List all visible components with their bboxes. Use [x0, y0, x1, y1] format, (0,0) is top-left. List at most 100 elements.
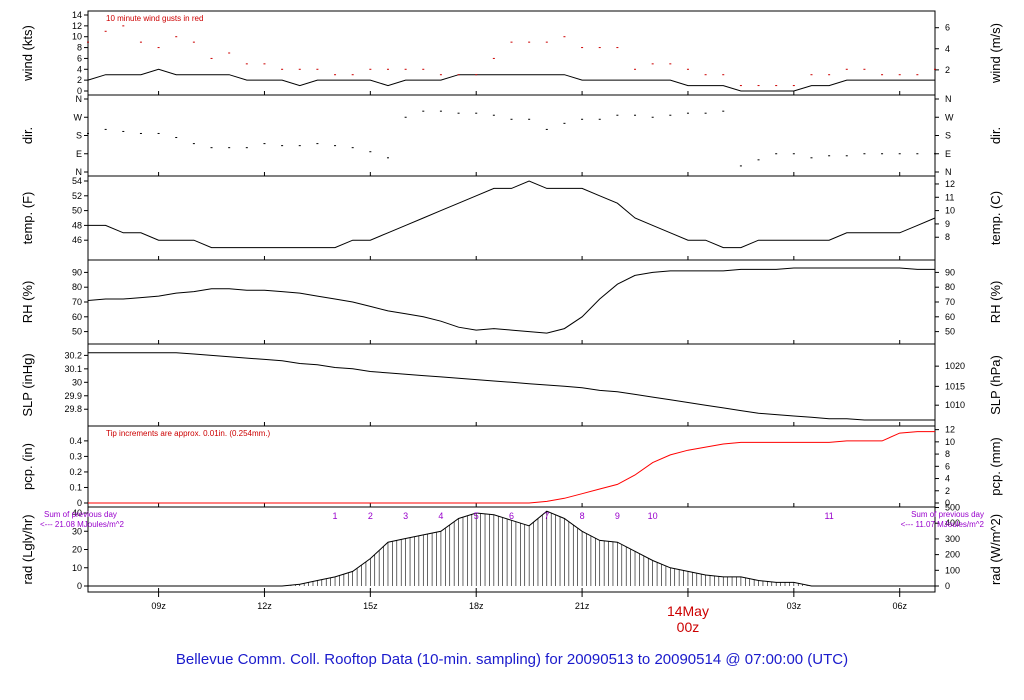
wind-gust-point	[563, 36, 566, 38]
wind-ylabel-right: wind (m/s)	[988, 23, 1003, 84]
dir-point	[281, 145, 284, 147]
dir-point	[757, 159, 760, 161]
slp-line	[88, 352, 935, 421]
wind-left-tick-label: 8	[77, 43, 82, 53]
rad-ylabel: rad (Lgly/hr)	[20, 514, 35, 584]
pcp-annotation: Tip increments are approx. 0.01in. (0.25…	[106, 429, 271, 438]
rh-frame	[87, 259, 936, 345]
wind-gust-point	[492, 57, 495, 59]
dir-point	[175, 137, 178, 139]
wind-ylabel: wind (kts)	[20, 25, 35, 82]
wind-left-tick-label: 10	[72, 32, 82, 42]
rad-ylabel-right: rad (W/m^2)	[988, 514, 1003, 585]
wind-gust-point	[245, 63, 248, 65]
rad-left-tick-label: 30	[72, 526, 82, 536]
dir-point	[810, 157, 813, 159]
rad-hour-label: 2	[368, 511, 373, 521]
dir-point	[87, 132, 89, 134]
rh-left-tick-label: 90	[72, 267, 82, 277]
dir-point	[916, 153, 919, 155]
rad-right-tick-label: 100	[945, 565, 960, 575]
wind-gust-point	[404, 68, 407, 70]
dir-point	[545, 128, 548, 130]
wind-left-tick-label: 12	[72, 21, 82, 31]
pcp-left-tick-label: 0	[77, 498, 82, 508]
dir-point	[581, 118, 584, 120]
rad-hour-label: 9	[615, 511, 620, 521]
dir-point	[139, 132, 142, 134]
dir-point	[492, 114, 495, 116]
dir-frame	[87, 94, 936, 177]
wind-gust-point	[510, 41, 513, 43]
time-tick-label: 21z	[575, 601, 590, 611]
wind-gust-point	[87, 41, 89, 43]
wind-gust-point	[863, 68, 866, 70]
pcp-right-tick-label: 4	[945, 474, 950, 484]
rad-left-tick-label: 0	[77, 581, 82, 591]
temp-ylabel-right: temp. (C)	[988, 191, 1003, 245]
wind-left-tick-label: 0	[77, 86, 82, 96]
dir-point	[104, 128, 107, 130]
rh-right-tick-label: 50	[945, 327, 955, 337]
wind-gust-point	[898, 74, 901, 76]
pcp-right-tick-label: 6	[945, 461, 950, 471]
rad-hour-label: 5	[474, 511, 479, 521]
slp-left-tick-label: 29.9	[64, 391, 82, 401]
pcp-right-tick-label: 8	[945, 449, 950, 459]
dir-point	[351, 147, 354, 149]
wind-gust-point	[386, 68, 389, 70]
dir-left-tick-label: N	[76, 167, 83, 177]
dir-point	[475, 112, 478, 114]
rad-sum-left-note: <--- 21.08 MJoules/m^2	[40, 520, 125, 529]
temp-right-tick-label: 12	[945, 179, 955, 189]
temp-line	[88, 180, 936, 249]
wind-gust-point	[616, 47, 619, 49]
dir-point	[298, 145, 301, 147]
dir-right-tick-label: N	[945, 94, 952, 104]
wind-gust-point	[545, 41, 548, 43]
rh-panel: 50 60 70 80 90 50 60 70 80 90 RH (%) RH (%)	[20, 259, 1003, 345]
footer-title: Bellevue Comm. Coll. Rooftop Data (10-mi…	[175, 651, 849, 668]
pcp-ylabel-right: pcp. (mm)	[988, 437, 1003, 496]
time-tick-label: 12z	[257, 601, 272, 611]
temp-left-tick-label: 46	[72, 235, 82, 245]
wind-right-tick-label: 2	[945, 65, 950, 75]
dir-point	[439, 110, 442, 112]
rad-right-tick-label: 500	[945, 503, 960, 513]
wind-gust-point	[422, 68, 425, 70]
slp-left-tick-label: 29.8	[64, 404, 82, 414]
wind-right-tick-label: 6	[945, 23, 950, 33]
wind-gust-point	[351, 74, 354, 76]
rad-right-tick-label: 200	[945, 550, 960, 560]
rh-left-tick-label: 60	[72, 312, 82, 322]
dir-point	[634, 114, 637, 116]
dir-point	[651, 116, 654, 118]
dir-point	[404, 116, 407, 118]
wind-gust-point	[775, 85, 778, 87]
pcp-ylabel: pcp. (in)	[20, 443, 35, 490]
rad-hour-label: 4	[438, 511, 443, 521]
dir-point	[457, 112, 460, 114]
slp-left-tick-label: 30.1	[64, 364, 82, 374]
pcp-panel: 0 0.1 0.2 0.3 0.4 0 2 4 6 8 10 12 pcp. (in) pcp. (mm)…	[20, 425, 1003, 508]
wind-gust-point	[739, 85, 742, 87]
wind-gust-point	[581, 47, 584, 49]
rad-sum-right-note: Sum of previous day	[911, 510, 984, 519]
wind-gust-point	[810, 74, 813, 76]
rad-hour-label: 11	[824, 511, 833, 521]
rad-right-tick-label: 0	[945, 581, 950, 591]
precip-line	[88, 431, 935, 504]
wind-gust-point	[122, 25, 125, 27]
temp-left-tick-label: 52	[72, 191, 82, 201]
pcp-right-tick-label: 12	[945, 425, 955, 435]
wind-gust-point	[845, 68, 848, 70]
dir-point	[528, 118, 531, 120]
slp-right-tick-label: 1010	[945, 400, 965, 410]
dir-point	[245, 147, 248, 149]
wind-gust-point	[651, 63, 654, 65]
rad-left-tick-label: 20	[72, 545, 82, 555]
wind-speed-line	[87, 68, 935, 92]
wind-gust-point	[175, 36, 178, 38]
dir-point	[863, 153, 866, 155]
